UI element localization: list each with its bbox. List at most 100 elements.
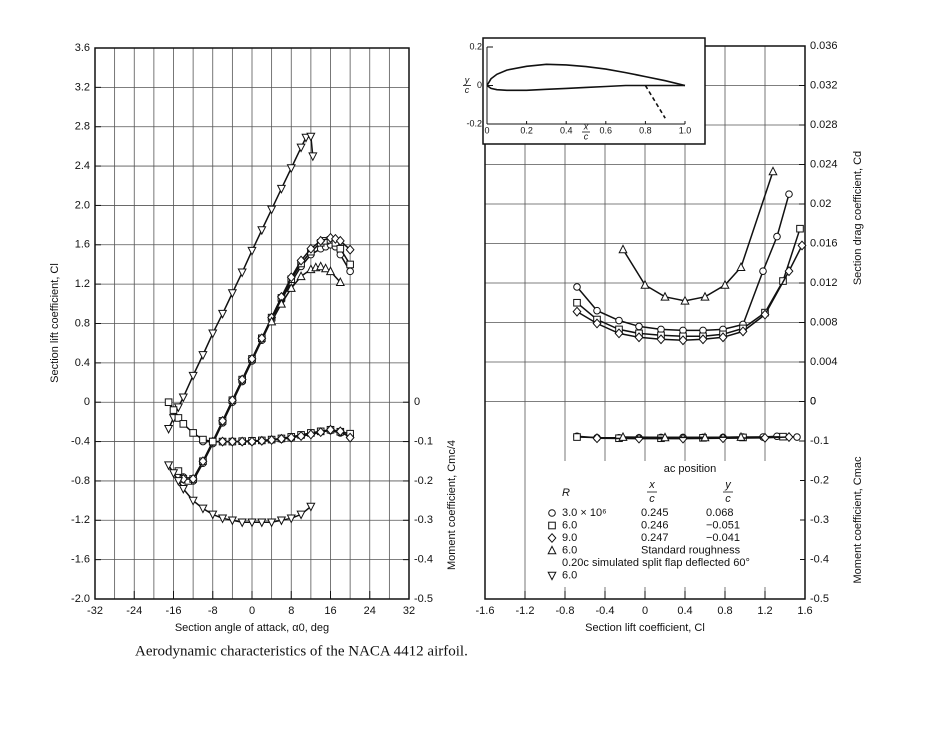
marker-triangle-down xyxy=(163,424,174,434)
series-line xyxy=(644,85,666,119)
marker-triangle-down xyxy=(296,143,306,153)
marker-circle xyxy=(573,283,581,291)
marker-diamond xyxy=(634,332,644,343)
marker-triangle-down xyxy=(237,268,247,278)
marker-diamond xyxy=(592,318,602,329)
marker-square xyxy=(164,398,173,407)
y-label-num: y xyxy=(464,75,470,85)
y-tick-label: 1.6 xyxy=(75,239,90,251)
marker-diamond xyxy=(678,335,688,346)
marker-square xyxy=(179,420,188,428)
marker-circle xyxy=(635,322,643,331)
marker-diamond xyxy=(218,436,228,447)
legend-column: R xyxy=(562,487,570,499)
x-tick-label: 8 xyxy=(288,605,294,617)
marker-diamond xyxy=(188,473,198,485)
x-label-num: x xyxy=(583,121,589,131)
y2-label: Moment coefficient, Cmac xyxy=(852,456,864,583)
y-tick-label: 0.8 xyxy=(75,317,90,329)
marker-triangle-down xyxy=(306,502,316,512)
legend-cell: 3.0 × 10⁶ xyxy=(562,507,607,519)
marker-square xyxy=(336,244,345,253)
legend-cell: 0.246 xyxy=(641,519,669,531)
marker-triangle-down xyxy=(267,205,277,215)
marker-diamond xyxy=(784,431,794,443)
marker-triangle-down xyxy=(208,329,218,339)
marker-square xyxy=(573,433,581,441)
marker-diamond xyxy=(316,235,326,246)
marker-diamond xyxy=(316,427,326,438)
x-tick-label: -24 xyxy=(126,605,142,617)
marker-square xyxy=(346,260,354,269)
legend-marker xyxy=(548,509,556,517)
y2-label: Moment coefficient, Cmc/4 xyxy=(446,440,458,570)
legend-box xyxy=(546,461,800,587)
x-tick-label: 32 xyxy=(403,605,415,617)
y-tick-label: -1.2 xyxy=(71,514,90,526)
marker-triangle xyxy=(736,431,746,441)
marker-diamond xyxy=(218,415,228,426)
x-tick-label: 0 xyxy=(249,605,255,617)
y2-tick-label: -0.2 xyxy=(414,475,433,487)
y-tick-label: 0.02 xyxy=(810,198,831,210)
legend-marker xyxy=(547,571,557,581)
marker-diamond xyxy=(267,434,277,446)
x-tick-label: 1.6 xyxy=(797,605,812,617)
marker-diamond xyxy=(335,426,345,437)
y-tick-label: -0.8 xyxy=(71,475,90,487)
y-tick-label: 0.008 xyxy=(810,316,838,328)
marker-circle xyxy=(793,433,801,441)
marker-triangle-down xyxy=(208,510,218,520)
marker-square xyxy=(573,298,581,307)
marker-triangle-down xyxy=(178,393,188,403)
marker-diamond xyxy=(656,334,666,345)
x-tick-label: -1.2 xyxy=(516,605,535,617)
legend-cell: 6.0 xyxy=(562,519,577,531)
marker-triangle xyxy=(618,244,628,254)
x-tick-label: 0 xyxy=(642,605,648,617)
marker-triangle xyxy=(700,291,710,301)
x-tick-label: 0.4 xyxy=(560,125,573,135)
marker-diamond xyxy=(306,429,316,440)
marker-diamond xyxy=(247,436,257,447)
legend-cell: 9.0 xyxy=(562,532,577,544)
marker-circle xyxy=(346,267,354,276)
y-tick-label: 0.4 xyxy=(75,357,90,369)
x-label: Section lift coefficient, Cl xyxy=(585,622,705,634)
marker-square xyxy=(189,429,197,437)
marker-diamond xyxy=(296,431,306,442)
marker-triangle xyxy=(640,279,650,289)
y2-tick-label: -0.4 xyxy=(414,554,433,566)
marker-triangle-down xyxy=(198,351,208,361)
marker-triangle-down xyxy=(247,246,257,256)
marker-triangle-down xyxy=(296,510,306,520)
marker-diamond xyxy=(572,306,582,317)
marker-triangle xyxy=(660,291,670,301)
x-label: Section angle of attack, α0, deg xyxy=(175,622,329,634)
marker-triangle-down xyxy=(267,518,277,528)
marker-diamond xyxy=(257,333,267,344)
marker-triangle-down xyxy=(257,226,267,236)
y2-tick-label: -0.3 xyxy=(414,514,433,526)
marker-triangle xyxy=(325,266,336,276)
marker-triangle xyxy=(720,279,730,289)
marker-triangle xyxy=(286,282,296,292)
legend-column-den: c xyxy=(725,493,731,505)
marker-triangle-down xyxy=(257,518,267,528)
marker-circle xyxy=(773,232,781,241)
x-tick-label: 0.6 xyxy=(600,125,613,135)
marker-triangle-down xyxy=(301,133,311,143)
legend-column-den: c xyxy=(649,493,655,505)
y2-tick-label: -0.1 xyxy=(810,435,829,447)
x-tick-label: -16 xyxy=(166,605,182,617)
marker-triangle-down xyxy=(217,309,228,319)
marker-diamond xyxy=(237,436,247,447)
x-tick-label: 0.8 xyxy=(639,125,652,135)
marker-diamond xyxy=(760,309,770,320)
legend-cell: −0.051 xyxy=(706,519,740,531)
marker-triangle-down xyxy=(188,496,198,506)
marker-diamond xyxy=(784,266,794,277)
marker-square xyxy=(169,406,178,414)
y-tick-label: 0 xyxy=(84,396,90,408)
